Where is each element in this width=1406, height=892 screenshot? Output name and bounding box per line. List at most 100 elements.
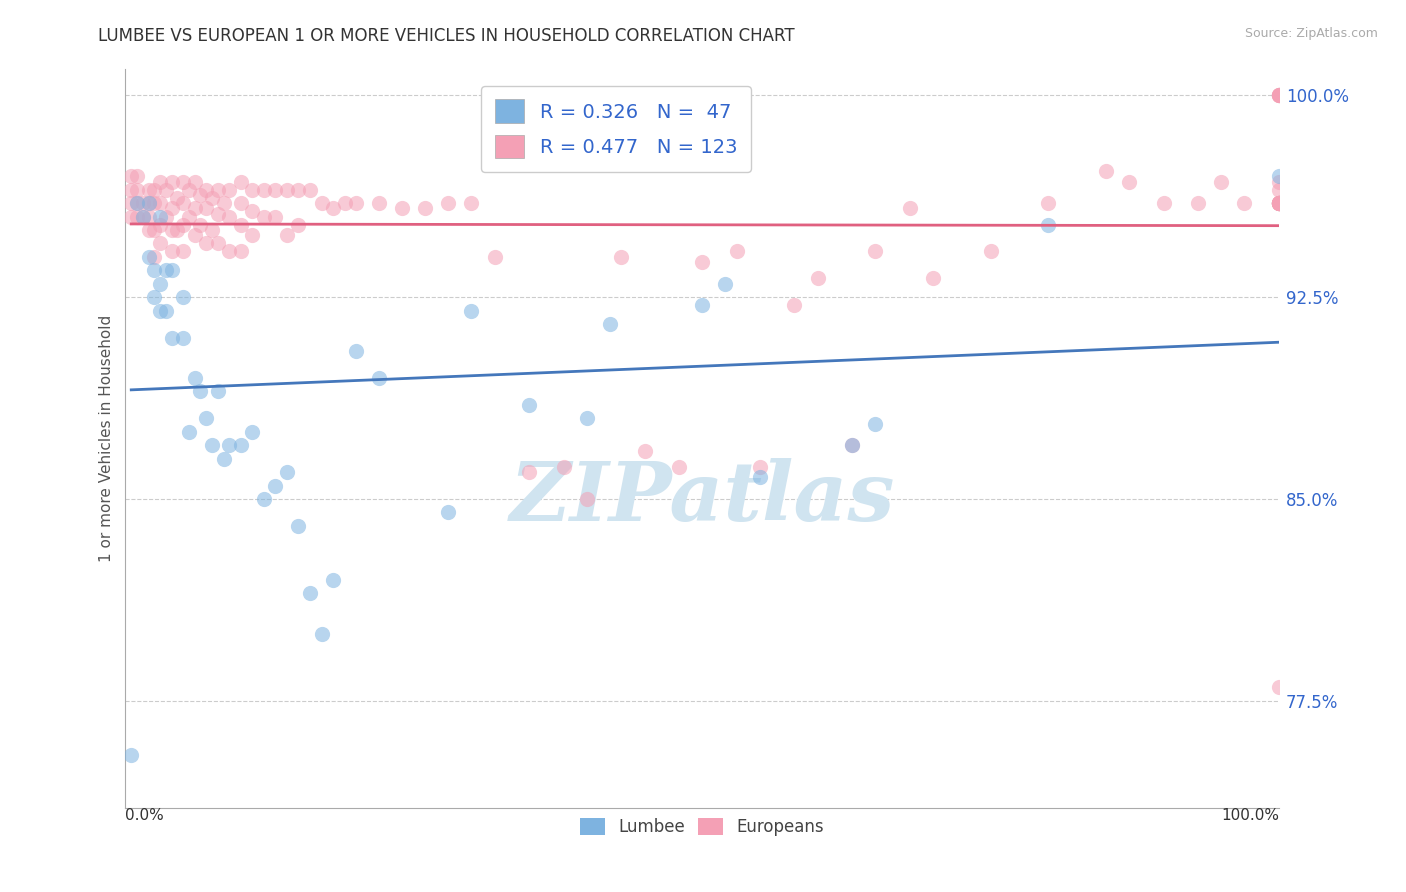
Point — [344, 344, 367, 359]
Point — [1268, 196, 1291, 211]
Point — [322, 573, 344, 587]
Point — [190, 188, 212, 202]
Point — [368, 196, 391, 211]
Point — [1268, 88, 1291, 103]
Point — [155, 303, 177, 318]
Point — [783, 298, 806, 312]
Point — [207, 236, 229, 251]
Point — [298, 183, 321, 197]
Point — [143, 250, 166, 264]
Point — [149, 277, 172, 291]
Point — [149, 210, 172, 224]
Point — [172, 218, 194, 232]
Point — [437, 196, 460, 211]
Point — [748, 459, 770, 474]
Point — [132, 210, 155, 224]
Point — [195, 236, 218, 251]
Point — [1211, 175, 1233, 189]
Point — [195, 183, 218, 197]
Point — [863, 244, 886, 259]
Text: ZIPatlas: ZIPatlas — [509, 458, 896, 538]
Y-axis label: 1 or more Vehicles in Household: 1 or more Vehicles in Household — [100, 315, 114, 562]
Point — [368, 371, 391, 385]
Point — [1268, 88, 1291, 103]
Point — [132, 196, 155, 211]
Point — [863, 417, 886, 431]
Point — [253, 491, 276, 506]
Point — [1038, 218, 1060, 232]
Point — [155, 263, 177, 277]
Point — [1268, 175, 1291, 189]
Point — [610, 250, 633, 264]
Point — [183, 228, 205, 243]
Point — [201, 438, 224, 452]
Point — [149, 236, 172, 251]
Point — [149, 196, 172, 211]
Point — [160, 263, 183, 277]
Point — [143, 263, 166, 277]
Point — [287, 218, 309, 232]
Point — [1268, 196, 1291, 211]
Point — [276, 183, 298, 197]
Point — [166, 191, 188, 205]
Point — [1118, 175, 1140, 189]
Point — [1268, 196, 1291, 211]
Point — [218, 244, 240, 259]
Point — [240, 183, 263, 197]
Point — [138, 183, 160, 197]
Point — [160, 223, 183, 237]
Point — [207, 183, 229, 197]
Point — [177, 425, 200, 439]
Point — [633, 443, 655, 458]
Legend: Lumbee, Europeans: Lumbee, Europeans — [572, 810, 832, 845]
Point — [1095, 163, 1118, 178]
Point — [298, 586, 321, 600]
Text: LUMBEE VS EUROPEAN 1 OR MORE VEHICLES IN HOUSEHOLD CORRELATION CHART: LUMBEE VS EUROPEAN 1 OR MORE VEHICLES IN… — [98, 27, 794, 45]
Point — [979, 244, 1001, 259]
Point — [553, 459, 575, 474]
Point — [132, 210, 155, 224]
Point — [714, 277, 737, 291]
Point — [1268, 196, 1291, 211]
Point — [1268, 196, 1291, 211]
Point — [166, 223, 188, 237]
Point — [264, 210, 287, 224]
Point — [1268, 88, 1291, 103]
Point — [229, 218, 252, 232]
Point — [311, 626, 333, 640]
Point — [240, 425, 263, 439]
Point — [460, 303, 482, 318]
Point — [253, 210, 276, 224]
Point — [125, 196, 148, 211]
Point — [322, 202, 344, 216]
Point — [201, 223, 224, 237]
Point — [172, 330, 194, 344]
Point — [1268, 196, 1291, 211]
Point — [1268, 196, 1291, 211]
Point — [155, 210, 177, 224]
Point — [125, 196, 148, 211]
Point — [1233, 196, 1256, 211]
Point — [1268, 196, 1291, 211]
Point — [138, 196, 160, 211]
Point — [517, 465, 540, 479]
Point — [172, 196, 194, 211]
Point — [806, 271, 828, 285]
Point — [125, 169, 148, 183]
Point — [229, 196, 252, 211]
Point — [668, 459, 690, 474]
Point — [1268, 196, 1291, 211]
Point — [183, 175, 205, 189]
Point — [575, 411, 598, 425]
Point — [207, 384, 229, 399]
Point — [143, 290, 166, 304]
Point — [212, 451, 235, 466]
Point — [1268, 88, 1291, 103]
Point — [138, 210, 160, 224]
Point — [1268, 196, 1291, 211]
Point — [195, 411, 218, 425]
Point — [333, 196, 356, 211]
Point — [229, 438, 252, 452]
Point — [160, 330, 183, 344]
Point — [287, 183, 309, 197]
